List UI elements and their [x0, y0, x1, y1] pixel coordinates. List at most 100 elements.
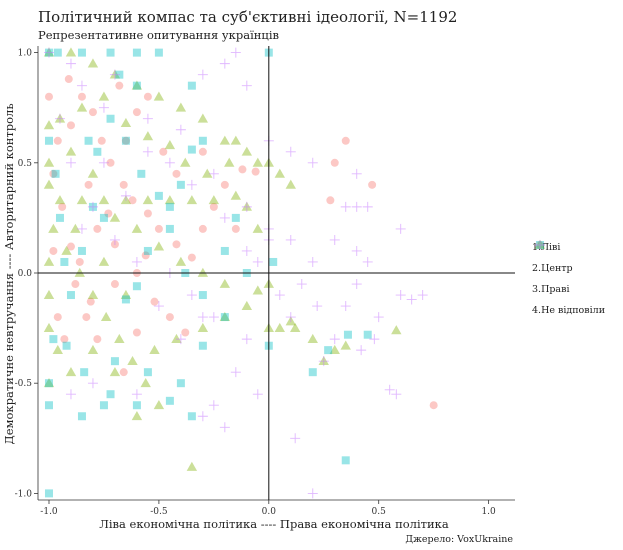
data-point-series-1 — [141, 251, 150, 260]
data-point-series-3 — [231, 213, 240, 222]
data-point-series-1 — [154, 224, 163, 233]
data-point-series-3 — [99, 213, 108, 222]
data-point-series-1 — [77, 92, 86, 101]
data-point-series-2 — [153, 400, 165, 410]
data-point-series-4 — [219, 212, 230, 223]
data-point-series-1 — [93, 335, 102, 344]
data-point-series-3 — [53, 48, 62, 57]
data-point-series-1 — [251, 167, 260, 176]
data-point-series-4 — [340, 201, 351, 212]
data-point-series-2 — [43, 256, 55, 266]
data-point-series-4 — [109, 69, 120, 80]
data-point-series-3 — [132, 48, 141, 57]
data-point-series-2 — [43, 289, 55, 299]
data-point-series-3 — [132, 282, 141, 291]
data-point-series-1 — [53, 313, 62, 322]
data-point-series-3 — [62, 341, 71, 350]
data-point-series-3 — [55, 213, 64, 222]
data-point-series-2 — [87, 58, 99, 68]
data-point-series-3 — [198, 341, 207, 350]
data-point-series-1 — [104, 209, 113, 218]
data-point-series-1 — [82, 313, 91, 322]
data-point-series-2 — [252, 157, 264, 167]
data-point-series-3 — [165, 396, 174, 405]
data-point-series-1 — [159, 147, 168, 156]
data-point-series-2 — [307, 333, 318, 344]
series-1 — [44, 75, 438, 410]
x-tick-label: 1.0 — [481, 507, 496, 517]
data-point-series-2 — [153, 91, 165, 101]
data-point-series-4 — [391, 389, 402, 400]
data-point-series-4 — [285, 234, 296, 245]
data-point-series-2 — [252, 285, 264, 295]
data-point-series-1 — [106, 158, 115, 167]
data-point-series-1 — [330, 158, 339, 167]
data-point-series-4 — [241, 80, 252, 91]
data-point-series-1 — [238, 165, 247, 174]
data-point-series-1 — [231, 224, 240, 233]
data-point-series-2 — [208, 195, 220, 205]
data-point-series-3 — [343, 330, 352, 339]
data-point-series-3 — [51, 169, 60, 178]
data-point-series-3 — [198, 291, 207, 300]
data-point-series-2 — [175, 102, 187, 112]
data-point-series-4 — [186, 179, 197, 190]
data-point-series-1 — [115, 81, 124, 90]
data-point-series-1 — [64, 75, 73, 84]
data-point-series-4 — [406, 294, 417, 305]
data-point-series-2 — [175, 256, 187, 266]
data-point-series-3 — [220, 246, 229, 255]
data-point-series-3 — [44, 489, 53, 498]
data-point-series-3 — [44, 136, 53, 145]
data-point-series-1 — [71, 280, 80, 289]
chart-title: Політичний компас та суб'єктивні ідеолог… — [38, 8, 458, 26]
legend: 1.Ліві 2.Центр 3.Праві 4.Не відповіли — [532, 237, 605, 321]
data-point-series-2 — [142, 131, 154, 141]
data-point-series-4 — [362, 201, 373, 212]
data-point-series-3 — [132, 81, 141, 90]
data-point-series-1 — [93, 224, 102, 233]
data-point-series-2 — [98, 256, 110, 266]
data-point-series-3 — [165, 224, 174, 233]
data-point-series-1 — [58, 202, 67, 211]
data-point-series-4 — [76, 80, 87, 91]
data-point-series-2 — [70, 223, 81, 233]
data-point-series-4 — [373, 312, 384, 323]
data-point-series-3 — [93, 147, 102, 156]
data-point-series-4 — [351, 279, 362, 290]
data-point-series-2 — [114, 333, 125, 344]
data-point-series-1 — [198, 147, 207, 156]
data-point-series-4 — [98, 102, 109, 113]
data-point-series-1 — [368, 180, 377, 189]
data-point-series-1 — [165, 313, 174, 322]
data-point-series-4 — [307, 256, 318, 267]
data-point-series-2 — [197, 322, 209, 332]
data-point-series-3 — [143, 368, 152, 377]
data-point-series-4 — [131, 256, 142, 267]
data-point-series-3 — [308, 368, 317, 377]
data-point-series-2 — [61, 245, 72, 255]
data-point-series-2 — [87, 168, 99, 178]
data-point-series-4 — [230, 367, 241, 378]
data-point-series-1 — [429, 401, 438, 410]
data-point-series-4 — [65, 58, 76, 69]
data-point-series-3 — [66, 291, 75, 300]
data-point-series-2 — [120, 289, 132, 299]
data-point-series-3 — [80, 368, 89, 377]
data-point-series-4 — [417, 290, 428, 301]
data-point-series-4 — [351, 245, 362, 256]
data-point-series-3 — [165, 202, 174, 211]
data-point-series-4 — [356, 345, 367, 356]
data-point-series-3 — [106, 390, 115, 399]
data-point-series-1 — [143, 92, 152, 101]
legend-key-plus — [535, 240, 545, 250]
data-point-series-4 — [351, 168, 362, 179]
data-point-series-2 — [219, 278, 231, 288]
y-tick-label: 0.0 — [18, 269, 33, 279]
data-point-series-2 — [186, 461, 198, 471]
data-point-series-3 — [121, 295, 130, 304]
data-point-series-3 — [143, 246, 152, 255]
data-point-series-2 — [140, 377, 151, 388]
data-point-series-2 — [43, 322, 55, 332]
data-point-series-2 — [65, 146, 77, 156]
